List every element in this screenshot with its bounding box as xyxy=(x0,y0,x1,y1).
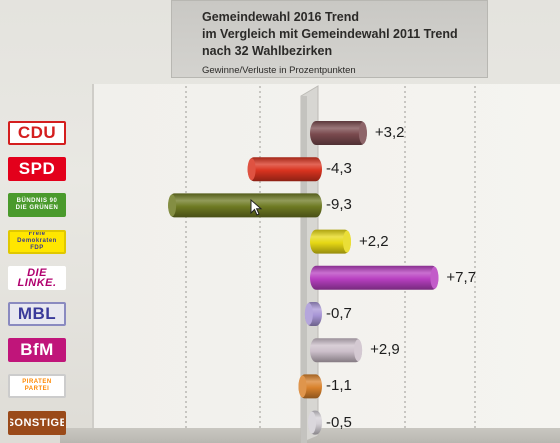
data-label: +3,2 xyxy=(374,124,405,141)
bar-end-cap xyxy=(358,122,367,144)
bar-end-cap xyxy=(304,303,313,325)
bar xyxy=(168,193,322,218)
party-logo: DIE LINKE. xyxy=(8,265,66,290)
party-logo: Freie Demokraten FDP xyxy=(8,229,66,254)
party-logo: PIRATEN PARTEI xyxy=(8,374,66,399)
bar xyxy=(310,265,439,290)
data-label: +2,9 xyxy=(370,341,400,359)
party-logo: BÜNDNIS 90 DIE GRÜNEN xyxy=(8,193,66,218)
chart-title-line-2: im Vergleich mit Gemeindewahl 2011 Trend xyxy=(202,27,458,41)
zero-axis-face xyxy=(301,96,307,443)
chart-title-box: Gemeindewahl 2016 Trend im Vergleich mit… xyxy=(171,0,488,78)
chart-title-line-3: nach 32 Wahlbezirken xyxy=(202,44,333,58)
data-label: -0,5 xyxy=(326,413,352,431)
bar-layer xyxy=(168,121,439,435)
grid-layer xyxy=(185,86,476,428)
data-label: -0,7 xyxy=(326,305,352,322)
data-label: -9,3 xyxy=(326,196,352,214)
party-logo: BfM xyxy=(8,338,66,363)
bar-end-cap xyxy=(308,411,317,434)
party-logo: MBL xyxy=(8,302,66,326)
party-logo: CDU xyxy=(8,121,66,145)
bar-end-cap xyxy=(342,230,351,253)
bar-end-cap xyxy=(430,266,439,289)
bar xyxy=(310,121,367,145)
data-label: +2,2 xyxy=(358,232,389,250)
party-logo: SPD xyxy=(8,157,66,182)
bar-end-cap xyxy=(298,375,307,398)
data-label: -4,3 xyxy=(326,160,352,178)
bar-end-cap xyxy=(354,339,363,362)
data-label: +7,7 xyxy=(446,268,477,286)
bar xyxy=(310,229,351,254)
bar-end-cap xyxy=(168,194,177,217)
chart-subtitle: Gewinne/Verluste in Prozentpunkten xyxy=(202,65,356,76)
party-logo: SONSTIGE xyxy=(8,410,66,435)
bar xyxy=(310,338,363,363)
bar-end-cap xyxy=(247,158,256,181)
bar xyxy=(247,157,322,182)
chart-title: Gemeindewahl 2016 Trend xyxy=(202,10,360,24)
data-label: -1,1 xyxy=(326,377,352,395)
